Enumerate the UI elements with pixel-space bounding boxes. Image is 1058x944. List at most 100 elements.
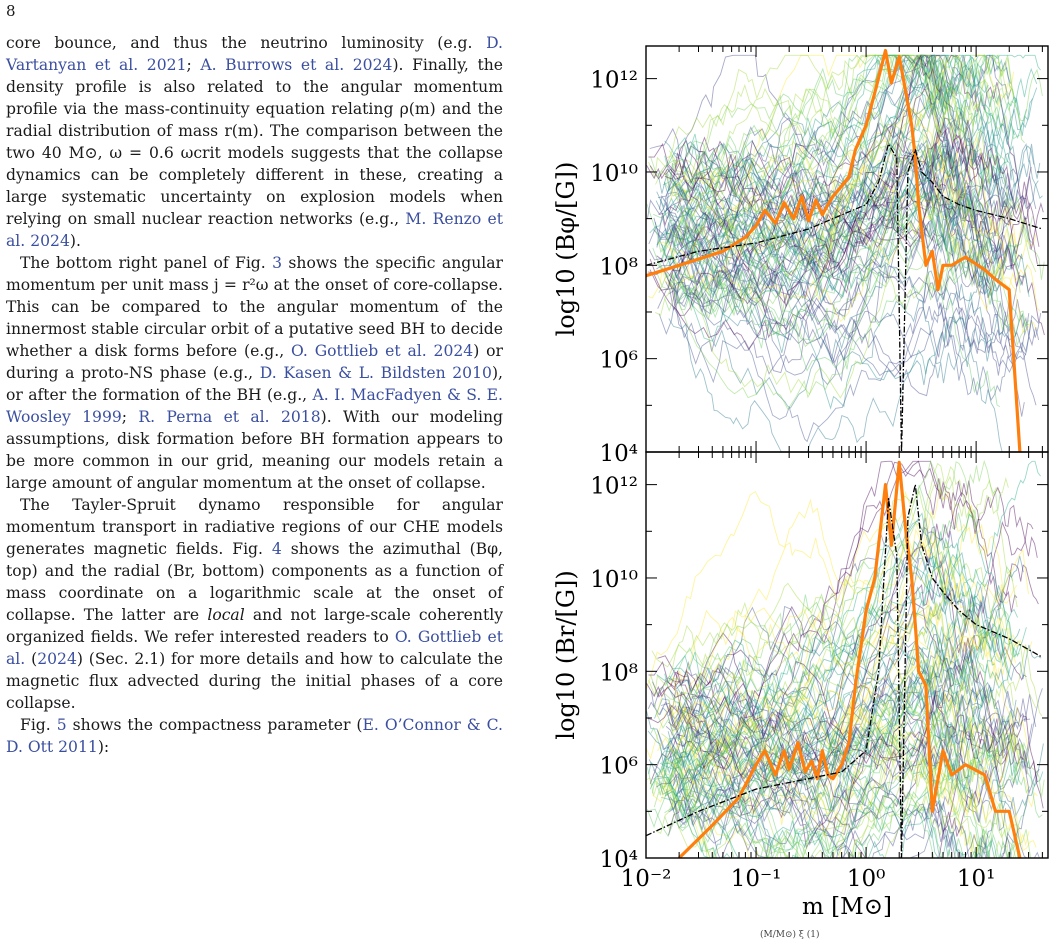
model-curve bbox=[673, 788, 1007, 858]
model-curve bbox=[650, 648, 993, 824]
model-curve bbox=[675, 192, 952, 329]
model-curve bbox=[648, 637, 1038, 783]
model-curve bbox=[658, 54, 1012, 210]
bottom-y-axis-label: log10 (Br/[G]) bbox=[552, 570, 580, 739]
text-run: shows the specific angular momentum per … bbox=[6, 254, 503, 360]
model-curve bbox=[667, 140, 1017, 292]
model-curve bbox=[664, 91, 1003, 255]
model-curve bbox=[673, 773, 953, 858]
model-curve bbox=[664, 652, 1045, 855]
model-curve bbox=[677, 703, 1012, 858]
model-curve bbox=[649, 82, 1044, 255]
model-curve bbox=[648, 119, 1038, 265]
model-curve bbox=[646, 490, 987, 689]
citation-link[interactable]: 2024 bbox=[37, 650, 77, 668]
citation-link[interactable]: O. Gottlieb et al. 2024 bbox=[291, 342, 474, 360]
citation-link[interactable]: D. Kasen & L. Bildsten 2010 bbox=[259, 364, 492, 382]
model-curve bbox=[656, 54, 1043, 315]
model-curve bbox=[668, 160, 987, 298]
model-curve bbox=[676, 86, 1037, 261]
model-curve bbox=[656, 193, 989, 294]
model-curve bbox=[653, 54, 1011, 288]
model-curve bbox=[653, 198, 960, 349]
model-curve bbox=[661, 475, 1009, 796]
model-curve bbox=[670, 625, 1037, 852]
figure-4: 10⁴ 10⁶ 10⁸ 10¹⁰ 10¹² log10 (Bφ/[G]) 10⁴ 10⁶ 10⁸… bbox=[540, 30, 1058, 920]
model-curve bbox=[674, 567, 1018, 761]
citation-link[interactable]: A. Burrows et al. 2024 bbox=[200, 56, 393, 74]
model-curve bbox=[646, 714, 1028, 858]
y-tick-label: 10¹² bbox=[590, 474, 638, 500]
model-curve bbox=[663, 54, 989, 252]
model-curve bbox=[665, 243, 1040, 378]
model-curve bbox=[653, 668, 1026, 814]
model-curve bbox=[668, 54, 1015, 200]
text-run: The Tayler-Spruit dynamo responsible for… bbox=[6, 496, 503, 558]
model-curve bbox=[660, 575, 949, 778]
model-curve bbox=[664, 784, 945, 858]
citation-link[interactable]: O. Gottlieb et al. bbox=[6, 628, 503, 668]
model-curve bbox=[656, 674, 1044, 788]
citation-link[interactable]: 3 bbox=[272, 254, 283, 272]
citation-link[interactable]: D. Vartanyan et al. 2021 bbox=[6, 34, 503, 74]
model-curve bbox=[665, 179, 995, 296]
model-curve bbox=[660, 86, 1004, 292]
model-curve bbox=[668, 238, 993, 341]
model-curve bbox=[652, 649, 994, 813]
citation-link[interactable]: 4 bbox=[271, 540, 282, 558]
citation-link[interactable]: M. Renzo et al. 2024 bbox=[6, 210, 503, 250]
model-curve bbox=[664, 641, 1021, 837]
x-tick-label: 10¹ bbox=[957, 866, 996, 892]
model-curve bbox=[652, 142, 949, 302]
model-curve bbox=[654, 220, 1021, 399]
model-curve bbox=[660, 555, 1001, 709]
model-curve bbox=[664, 200, 971, 397]
model-curve bbox=[648, 181, 973, 302]
model-curve bbox=[658, 723, 1001, 858]
model-curve bbox=[660, 142, 1041, 270]
text-run: ). Finally, the density profile is also … bbox=[6, 56, 504, 228]
paragraph-1: core bounce, and thus the neutrino lumin… bbox=[6, 32, 503, 252]
model-curve bbox=[667, 54, 1013, 210]
model-curve bbox=[668, 461, 1039, 708]
model-curve bbox=[649, 757, 1021, 858]
model-curve bbox=[678, 64, 951, 266]
model-curve bbox=[658, 217, 1001, 372]
model-curve bbox=[649, 53, 944, 316]
text-column: core bounce, and thus the neutrino lumin… bbox=[6, 32, 503, 758]
model-curve bbox=[668, 184, 1008, 386]
model-curve bbox=[652, 491, 1018, 768]
model-curve bbox=[658, 136, 1032, 292]
model-curve bbox=[652, 645, 1017, 825]
model-curve bbox=[655, 55, 1043, 216]
citation-link[interactable]: A. I. MacFadyen & S. E. Woosley 1999 bbox=[6, 386, 503, 426]
citation-link[interactable]: R. Perna et al. 2018 bbox=[138, 408, 321, 426]
model-curve bbox=[647, 666, 1040, 795]
top-y-axis-label: log10 (Bφ/[G]) bbox=[552, 162, 580, 337]
model-curve bbox=[657, 54, 1019, 194]
model-curve bbox=[652, 235, 1001, 407]
text-run: ): bbox=[97, 738, 110, 756]
model-curve bbox=[654, 221, 1003, 452]
model-curve bbox=[673, 512, 1007, 773]
model-curve bbox=[646, 581, 1033, 769]
text-run: ). bbox=[69, 232, 81, 250]
model-curve bbox=[667, 513, 1013, 728]
model-curve bbox=[654, 699, 1021, 858]
reference-model-curve bbox=[646, 483, 1043, 858]
model-curve bbox=[649, 608, 1019, 800]
model-curve bbox=[669, 215, 1032, 409]
model-curve bbox=[660, 55, 954, 295]
model-curve bbox=[668, 54, 959, 281]
model-curve bbox=[657, 684, 1019, 833]
equation-fragment: (M/M⊙) ξ (1) bbox=[760, 930, 820, 940]
citation-link[interactable]: E. O’Connor & C. D. Ott 2011 bbox=[6, 716, 503, 756]
model-curve bbox=[649, 147, 1025, 351]
model-curve bbox=[646, 563, 1042, 776]
citation-link[interactable]: 5 bbox=[56, 716, 67, 734]
page-number: 8 bbox=[6, 2, 16, 20]
model-curve bbox=[659, 620, 1010, 789]
y-tick-label: 10¹⁰ bbox=[590, 567, 638, 593]
model-curve bbox=[673, 54, 1007, 255]
model-curve bbox=[649, 167, 1030, 305]
